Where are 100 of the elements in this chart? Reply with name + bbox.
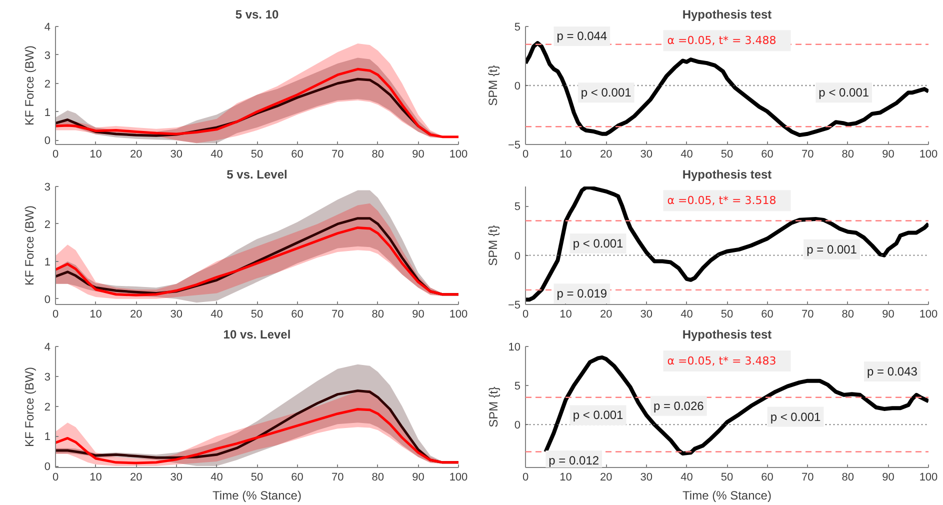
annotation: p = 0.044 <box>556 28 608 43</box>
x-tick-label: 90 <box>882 308 894 320</box>
x-tick-label: 20 <box>600 148 612 160</box>
annotation: p < 0.001 <box>818 86 870 100</box>
y-axis-title: SPM {t} <box>486 225 500 266</box>
x-tick-label: 90 <box>412 148 424 160</box>
y-tick-label: 4 <box>44 22 51 34</box>
annotation: p = 0.026 <box>653 398 704 413</box>
x-tick-label: 10 <box>560 472 572 484</box>
y-tick-label: −5 <box>508 140 521 152</box>
x-tick-label: 90 <box>412 472 424 484</box>
x-tick-label: 50 <box>250 472 264 484</box>
x-tick-label: 80 <box>842 148 854 160</box>
y-axis-title: SPM {t} <box>486 65 500 106</box>
y-tick-label: 0 <box>514 420 521 432</box>
x-tick-label: 80 <box>372 472 384 484</box>
y-tick-label: 3 <box>44 182 51 194</box>
x-tick-label: 10 <box>90 148 102 160</box>
annotation: p < 0.001 <box>770 410 822 424</box>
x-tick-label: 40 <box>680 148 693 160</box>
chart-title: Hypothesis test <box>682 168 772 182</box>
x-tick-label: 70 <box>801 472 814 484</box>
x-axis-title: Time (% Stance) <box>682 488 772 502</box>
x-tick-label: 50 <box>720 308 734 320</box>
x-tick-label: 90 <box>882 472 894 484</box>
annotation: p < 0.001 <box>572 408 624 422</box>
x-tick-label: 20 <box>130 148 142 160</box>
annotation: α =0.05, t* = 3.488 <box>667 34 776 48</box>
x-tick-label: 10 <box>90 308 102 320</box>
x-tick-label: 70 <box>331 308 344 320</box>
y-axis-title: KF Force (BW) <box>22 45 36 126</box>
x-tick-label: 10 <box>90 472 102 484</box>
y-tick-label: 5 <box>514 201 521 214</box>
x-tick-label: 30 <box>640 308 653 320</box>
chart-title: Hypothesis test <box>682 8 772 22</box>
x-tick-label: 0 <box>522 472 529 484</box>
y-tick-label: 0 <box>44 135 51 148</box>
y-axis-title: SPM {t} <box>486 386 500 428</box>
chart-title: 10 vs. Level <box>223 328 291 342</box>
x-tick-label: 60 <box>291 148 304 160</box>
x-tick-label: 20 <box>600 472 612 484</box>
annotation: p = 0.012 <box>548 453 600 468</box>
x-tick-label: 20 <box>130 472 142 484</box>
x-tick-label: 60 <box>761 308 774 320</box>
y-tick-label: 5 <box>514 22 521 34</box>
x-tick-label: 60 <box>761 148 774 160</box>
x-tick-label: 0 <box>52 148 59 160</box>
x-tick-label: 70 <box>801 148 814 160</box>
x-tick-label: 70 <box>331 472 344 484</box>
x-tick-label: 80 <box>842 472 854 484</box>
x-tick-label: 30 <box>170 472 183 484</box>
x-tick-label: 100 <box>449 148 468 160</box>
y-tick-label: 1 <box>44 106 51 119</box>
x-tick-label: 20 <box>130 308 142 320</box>
y-tick-label: 0 <box>514 80 521 92</box>
x-tick-label: 100 <box>919 308 938 320</box>
x-tick-label: 100 <box>919 472 938 484</box>
x-axis-title: Time (% Stance) <box>212 488 302 502</box>
x-tick-label: 40 <box>210 308 223 320</box>
y-tick-label: 1 <box>44 431 51 444</box>
x-tick-label: 50 <box>250 148 264 160</box>
y-tick-label: 4 <box>44 342 51 354</box>
y-tick-label: 0 <box>44 294 51 306</box>
x-tick-label: 50 <box>250 308 264 320</box>
x-tick-label: 100 <box>449 308 468 320</box>
x-tick-label: 90 <box>882 148 894 160</box>
y-tick-label: 5 <box>514 380 521 393</box>
x-tick-label: 0 <box>522 148 529 160</box>
y-tick-label: 2 <box>44 401 51 414</box>
y-tick-label: 3 <box>44 371 51 384</box>
x-tick-label: 60 <box>291 472 304 484</box>
x-tick-label: 60 <box>761 472 774 484</box>
annotation: α =0.05, t* = 3.483 <box>667 354 776 368</box>
x-tick-label: 80 <box>842 308 854 320</box>
x-tick-label: 50 <box>720 472 734 484</box>
chart-title: 5 vs. Level <box>226 168 288 182</box>
x-tick-label: 30 <box>640 148 653 160</box>
y-tick-label: 2 <box>44 78 51 90</box>
chart-title: Hypothesis test <box>682 328 772 342</box>
x-tick-label: 0 <box>52 472 59 484</box>
y-axis-title: KF Force (BW) <box>22 205 36 286</box>
y-tick-label: 3 <box>44 50 51 62</box>
annotation: p < 0.001 <box>580 86 632 100</box>
annotation: p = 0.019 <box>556 286 608 301</box>
annotation: p < 0.001 <box>572 236 624 251</box>
x-tick-label: 30 <box>170 148 183 160</box>
y-axis-title: KF Force (BW) <box>22 366 36 447</box>
annotation: p = 0.043 <box>867 364 918 378</box>
x-tick-label: 60 <box>291 308 304 320</box>
y-tick-label: −5 <box>508 300 521 312</box>
x-tick-label: 30 <box>170 308 183 320</box>
x-tick-label: 20 <box>600 308 612 320</box>
x-tick-label: 100 <box>449 472 468 484</box>
x-tick-label: 10 <box>560 308 572 320</box>
chart-title: 5 vs. 10 <box>235 8 280 22</box>
x-tick-label: 0 <box>522 308 529 320</box>
x-tick-label: 40 <box>680 472 693 484</box>
y-tick-label: 10 <box>508 342 521 354</box>
annotation: α =0.05, t* = 3.518 <box>667 194 776 208</box>
x-tick-label: 90 <box>412 308 424 320</box>
